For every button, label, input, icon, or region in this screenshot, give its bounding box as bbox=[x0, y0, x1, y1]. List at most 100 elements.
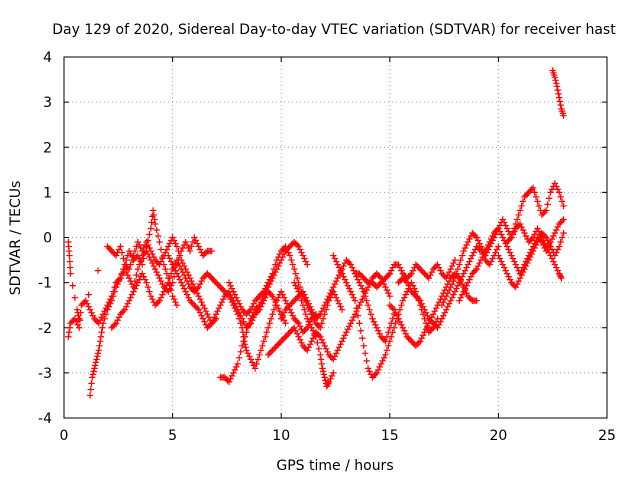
data-point bbox=[372, 371, 379, 378]
data-point bbox=[470, 231, 477, 238]
data-point bbox=[230, 301, 237, 309]
data-point bbox=[173, 243, 181, 250]
data-point bbox=[319, 304, 327, 312]
data-point bbox=[521, 193, 528, 201]
data-point bbox=[437, 318, 444, 325]
data-point bbox=[460, 270, 467, 277]
data-point bbox=[327, 289, 334, 297]
data-point bbox=[250, 362, 257, 369]
data-point bbox=[474, 237, 482, 244]
data-point bbox=[405, 282, 412, 289]
data-point bbox=[123, 262, 130, 270]
data-point bbox=[128, 280, 136, 288]
data-point bbox=[231, 291, 239, 298]
data-point bbox=[247, 315, 254, 322]
data-point bbox=[236, 300, 243, 307]
data-point bbox=[74, 309, 81, 316]
data-point bbox=[233, 294, 240, 301]
data-point bbox=[175, 273, 182, 280]
data-point bbox=[314, 321, 321, 328]
data-point bbox=[225, 279, 233, 286]
data-point bbox=[191, 234, 198, 241]
data-point bbox=[425, 274, 433, 282]
data-point bbox=[224, 291, 231, 298]
data-point bbox=[301, 291, 308, 298]
data-point bbox=[186, 297, 194, 304]
data-point bbox=[445, 286, 453, 294]
data-point bbox=[143, 279, 150, 286]
data-point bbox=[403, 279, 411, 286]
data-point bbox=[260, 288, 268, 295]
data-point bbox=[225, 292, 233, 300]
data-point bbox=[392, 309, 399, 316]
data-point bbox=[414, 262, 421, 270]
data-point bbox=[402, 291, 409, 298]
data-point bbox=[317, 351, 324, 359]
data-point bbox=[85, 303, 92, 310]
data-point bbox=[196, 295, 204, 303]
data-point bbox=[152, 256, 159, 264]
y-tick-label: -1 bbox=[38, 276, 52, 292]
data-point bbox=[247, 356, 254, 363]
data-point bbox=[270, 265, 278, 273]
data-point bbox=[66, 324, 73, 331]
data-point bbox=[508, 252, 515, 259]
data-point bbox=[157, 294, 165, 301]
data-point bbox=[188, 298, 195, 306]
data-point bbox=[322, 298, 330, 306]
data-point bbox=[107, 246, 114, 253]
data-point bbox=[538, 234, 546, 241]
data-point bbox=[65, 333, 72, 340]
data-point bbox=[205, 323, 212, 330]
data-point bbox=[443, 306, 450, 313]
data-point bbox=[431, 308, 438, 315]
data-point bbox=[302, 326, 310, 333]
data-point bbox=[302, 294, 310, 301]
data-point bbox=[304, 297, 311, 304]
data-point bbox=[434, 261, 441, 268]
data-point bbox=[173, 270, 181, 277]
data-point bbox=[512, 261, 519, 268]
data-point bbox=[466, 258, 473, 265]
data-point bbox=[102, 311, 110, 318]
data-point bbox=[188, 285, 195, 292]
data-point bbox=[529, 247, 537, 255]
data-point bbox=[538, 211, 546, 219]
data-point bbox=[259, 289, 266, 297]
data-point bbox=[243, 329, 250, 336]
data-point bbox=[376, 363, 383, 371]
data-point bbox=[382, 274, 389, 282]
data-point bbox=[386, 292, 393, 300]
data-point bbox=[147, 292, 155, 300]
data-point bbox=[291, 297, 298, 304]
data-point bbox=[553, 80, 560, 87]
data-point bbox=[535, 202, 543, 210]
data-point bbox=[505, 273, 512, 280]
data-point bbox=[347, 261, 354, 268]
data-point bbox=[502, 240, 509, 247]
data-point bbox=[451, 256, 459, 264]
data-point bbox=[467, 273, 475, 280]
data-point bbox=[111, 250, 118, 258]
data-point bbox=[250, 300, 257, 307]
data-point bbox=[548, 186, 556, 193]
data-point bbox=[288, 309, 295, 316]
data-point bbox=[314, 314, 321, 321]
data-point bbox=[270, 295, 278, 303]
data-point bbox=[156, 261, 163, 268]
data-point bbox=[217, 301, 224, 309]
data-point bbox=[390, 306, 398, 313]
data-point bbox=[503, 270, 511, 277]
data-point bbox=[125, 297, 133, 304]
data-point bbox=[338, 338, 346, 345]
data-point bbox=[521, 265, 528, 273]
data-point bbox=[408, 270, 415, 277]
data-point bbox=[118, 249, 126, 256]
data-point bbox=[267, 315, 275, 322]
data-point bbox=[360, 342, 367, 349]
data-point bbox=[149, 295, 156, 303]
data-point bbox=[347, 288, 354, 295]
data-point bbox=[376, 280, 383, 288]
data-point bbox=[154, 298, 162, 306]
data-point bbox=[218, 298, 226, 306]
